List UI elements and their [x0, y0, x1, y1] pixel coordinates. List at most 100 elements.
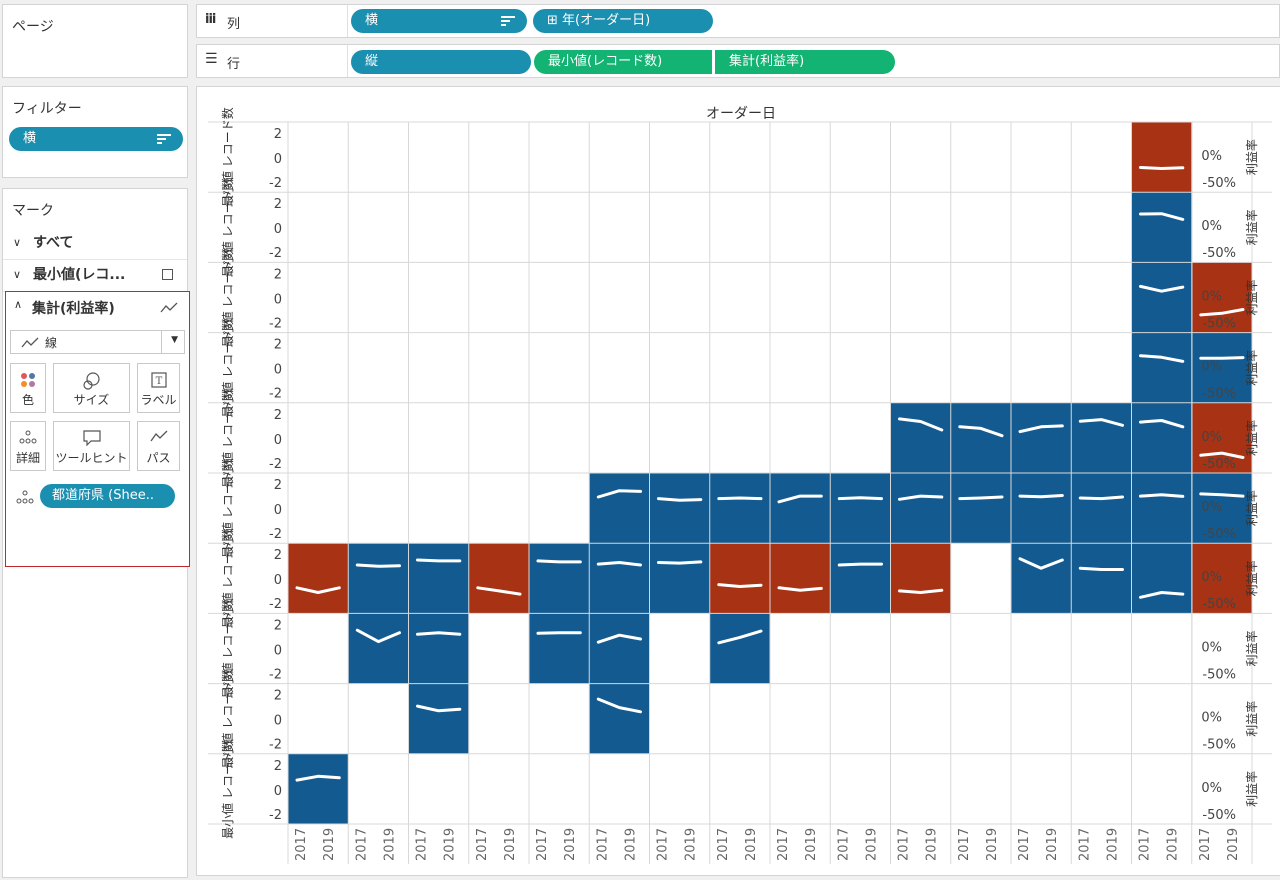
profit-line [596, 561, 642, 567]
pill-label: 縦 [365, 54, 379, 69]
column-pill-yoko[interactable]: 横 [351, 9, 527, 33]
year-tick-label: 2019 [623, 828, 638, 861]
row-pill-profit-ratio[interactable]: 集計(利益率) [715, 50, 895, 74]
profit-line [1139, 419, 1185, 429]
right-axis-label: 利益率 [1244, 209, 1259, 245]
chart-cell [1131, 473, 1192, 544]
label-button[interactable]: T ラベル [137, 363, 180, 413]
chart-cell [1011, 473, 1072, 544]
right-tick-label: -50% [1202, 457, 1236, 472]
left-tick-label: 0 [274, 363, 282, 378]
right-tick-label: -50% [1202, 246, 1236, 261]
detail-button[interactable]: 詳細 [10, 421, 46, 471]
profit-line [1078, 566, 1124, 571]
path-button[interactable]: パス [137, 421, 180, 471]
chart-cell [649, 473, 710, 544]
profit-line [657, 497, 703, 502]
marks-all-row[interactable]: ∨ すべて [3, 227, 187, 260]
tooltip-button[interactable]: ツールヒント [53, 421, 130, 471]
chart-cell [1131, 402, 1192, 473]
marks-agg-label[interactable]: 集計(利益率) [32, 301, 115, 317]
year-tick-label: 2019 [985, 828, 1000, 861]
right-tick-label: 0% [1201, 360, 1222, 375]
profit-line [657, 560, 703, 565]
right-tick-label: -50% [1202, 527, 1236, 542]
path-button-label: パス [146, 451, 171, 465]
chart-cell [1131, 122, 1192, 193]
chart-cell [770, 473, 831, 544]
left-tick-label: -2 [269, 176, 282, 191]
profit-line [777, 586, 823, 592]
left-tick-label: -2 [269, 738, 282, 753]
right-tick-label: -50% [1202, 597, 1236, 612]
detail-pill-prefecture[interactable]: 都道府県 (Shee.. [40, 484, 175, 508]
right-tick-label: 0% [1201, 149, 1222, 164]
year-tick-label: 2017 [475, 828, 490, 861]
right-tick-label: 0% [1201, 219, 1222, 234]
pill-label: 都道府県 (Shee.. [52, 488, 154, 503]
left-tick-label: 2 [274, 267, 282, 282]
tooltip-button-label: ツールヒント [55, 451, 128, 465]
chart-cell [709, 613, 770, 684]
chart-cell [1131, 332, 1192, 403]
year-tick-label: 2019 [1166, 828, 1181, 861]
chart-cell [950, 473, 1011, 544]
right-tick-label: 0% [1201, 570, 1222, 585]
profit-line [1139, 284, 1185, 293]
filters-shelf[interactable]: フィルター 横 [2, 86, 188, 178]
chart-cell [1131, 262, 1192, 333]
left-tick-label: 2 [274, 618, 282, 633]
row-pill-min-count[interactable]: 最小値(レコード数) [534, 50, 712, 74]
chart-cell [890, 402, 951, 473]
chart-cell [1011, 543, 1072, 614]
chevron-up-icon[interactable]: ∧ [14, 298, 23, 311]
svg-text:T: T [155, 376, 162, 387]
profit-line [596, 633, 642, 644]
color-button[interactable]: 色 [10, 363, 46, 413]
filters-title: フィルター [12, 101, 82, 117]
chart-cell [1071, 543, 1132, 614]
left-tick-label: 2 [274, 197, 282, 212]
chart-cell [468, 543, 529, 614]
chart-cell [589, 543, 650, 614]
pages-shelf[interactable]: ページ [2, 4, 188, 78]
chart-cell [529, 543, 590, 614]
chart-cell [348, 543, 409, 614]
year-tick-label: 2019 [322, 828, 337, 861]
year-tick-label: 2017 [1017, 828, 1032, 861]
profit-line [476, 586, 522, 596]
columns-shelf[interactable]: iii 列 横 ⊞ 年(オーダー日) [196, 4, 1280, 38]
marks-min-label: 最小値(レコ... [33, 267, 126, 283]
year-tick-label: 2017 [415, 828, 430, 861]
chart-cell [408, 683, 469, 754]
year-tick-label: 2017 [535, 828, 550, 861]
dropdown-divider [161, 331, 162, 353]
left-tick-label: 0 [274, 573, 282, 588]
caret-down-icon: ▼ [171, 335, 178, 345]
filter-pill-yoko[interactable]: 横 [9, 127, 183, 151]
line-mark-icon [21, 337, 39, 348]
left-axis-label: 最小値 レコード数 [220, 107, 235, 207]
right-axis-label: 利益率 [1244, 630, 1259, 666]
size-icon [82, 372, 100, 390]
mark-type-select[interactable]: 線 ▼ [10, 330, 185, 354]
rows-shelf[interactable]: ☰ 行 縦 最小値(レコード数) 集計(利益率) [196, 44, 1280, 78]
chart-cell [1191, 332, 1252, 403]
pill-label: ⊞ 年(オーダー日) [547, 13, 651, 28]
profit-line [1199, 356, 1245, 360]
chart-cell [408, 543, 469, 614]
year-tick-label: 2019 [1105, 828, 1120, 861]
chart-cell [830, 473, 891, 544]
detail-button-label: 詳細 [15, 451, 40, 465]
column-pill-year[interactable]: ⊞ 年(オーダー日) [533, 9, 713, 33]
profit-line [416, 704, 462, 713]
left-axis-label: 最小値 レコード数 [220, 599, 235, 699]
size-button[interactable]: サイズ [53, 363, 130, 413]
left-tick-label: -2 [269, 316, 282, 331]
year-tick-label: 2017 [1138, 828, 1153, 861]
profit-line [717, 629, 763, 645]
row-pill-tate[interactable]: 縦 [351, 50, 531, 74]
rows-icon: ☰ [205, 51, 218, 67]
profit-line [536, 559, 582, 564]
